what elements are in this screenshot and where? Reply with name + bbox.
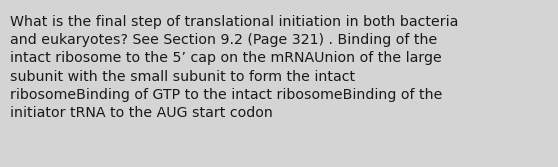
Text: What is the final step of translational initiation in both bacteria
and eukaryot: What is the final step of translational …	[10, 15, 459, 120]
